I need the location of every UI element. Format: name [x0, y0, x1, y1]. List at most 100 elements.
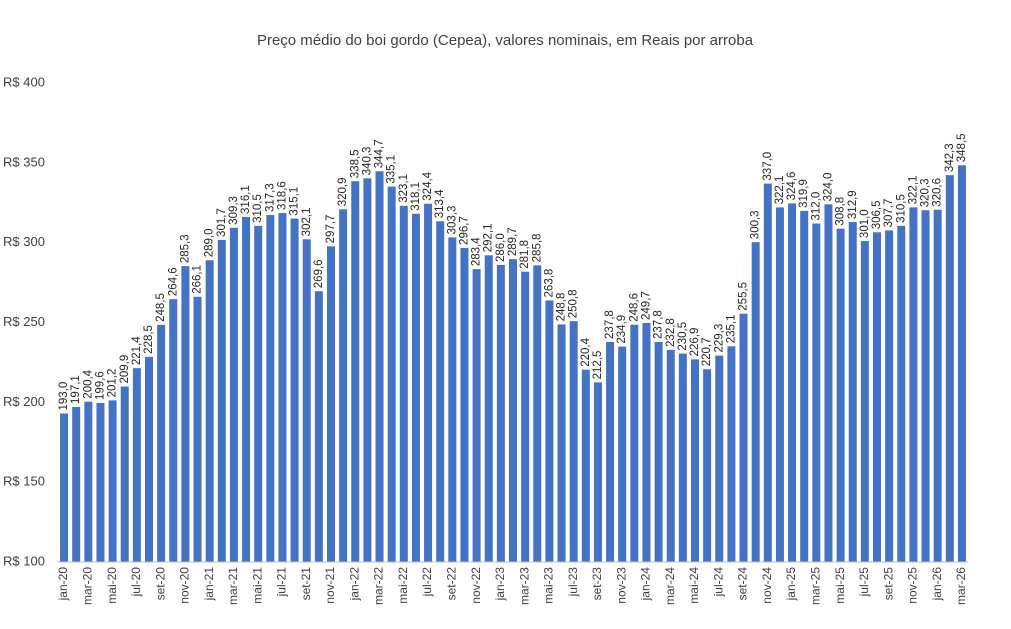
bar [848, 222, 857, 562]
bar [411, 213, 420, 562]
y-tick-label: R$ 300 [3, 234, 45, 249]
x-tick-label: nov-20 [178, 567, 192, 604]
bar [703, 369, 712, 562]
value-label: 229,3 [713, 324, 725, 353]
bar [472, 269, 481, 562]
x-tick-label: mar-23 [517, 567, 531, 605]
bar [387, 186, 396, 563]
x-tick-label: jul-25 [857, 567, 871, 598]
bar [788, 203, 797, 562]
value-label: 296,7 [458, 216, 470, 245]
value-label: 228,5 [143, 325, 155, 354]
x-tick-label: nov-23 [614, 567, 628, 604]
bar [593, 382, 602, 562]
value-label: 301,0 [859, 209, 871, 238]
value-label: 300,3 [750, 210, 762, 239]
x-tick-label: jan-22 [347, 567, 361, 602]
value-label: 335,1 [386, 155, 398, 184]
value-label: 312,9 [847, 190, 859, 219]
bar [278, 212, 287, 562]
value-label: 342,3 [944, 143, 956, 172]
bar [254, 225, 263, 562]
bar [242, 216, 251, 562]
value-label: 237,8 [653, 310, 665, 339]
y-tick-label: R$ 250 [3, 314, 45, 329]
bar [193, 296, 202, 562]
x-tick-label: jan-26 [930, 567, 944, 602]
x-tick-label: jan-20 [56, 567, 70, 602]
x-tick-label: jan-25 [784, 567, 798, 602]
bar [618, 346, 627, 562]
value-label: 309,3 [228, 196, 240, 225]
value-label: 220,7 [701, 338, 713, 367]
value-label: 283,4 [471, 237, 483, 266]
bar [424, 203, 433, 562]
bar [363, 178, 372, 563]
bar [205, 260, 214, 562]
bar [339, 209, 348, 562]
bar [933, 209, 942, 562]
value-label: 286,0 [495, 233, 507, 262]
bar [606, 341, 615, 562]
bar [351, 181, 360, 562]
bar [885, 230, 894, 563]
x-tick-label: mai-23 [542, 567, 556, 604]
bar [533, 265, 542, 562]
bar [399, 205, 408, 562]
bar [545, 300, 554, 562]
x-tick-label: set-25 [881, 567, 895, 601]
value-label: 313,4 [434, 189, 446, 218]
x-tick-label: jan-21 [202, 567, 216, 602]
x-tick-label: jul-24 [711, 567, 725, 598]
x-tick-label: jul-20 [129, 567, 143, 598]
value-label: 324,4 [422, 171, 434, 200]
value-label: 323,1 [398, 174, 410, 203]
bar [763, 183, 772, 562]
bar [521, 271, 530, 562]
bar [569, 321, 578, 562]
value-label: 235,1 [725, 315, 737, 344]
x-tick-label: set-20 [153, 567, 167, 601]
bar [108, 400, 117, 562]
x-tick-label: nov-25 [906, 567, 920, 604]
bar [484, 255, 493, 562]
x-tick-label: mai-24 [687, 567, 701, 604]
value-label: 322,1 [907, 176, 919, 205]
x-tick-label: jul-22 [420, 567, 434, 598]
bar [557, 324, 566, 562]
value-label: 306,5 [871, 201, 883, 230]
value-label: 318,6 [276, 181, 288, 210]
bar [909, 207, 918, 562]
x-tick-label: mai-22 [396, 567, 410, 604]
value-label: 289,7 [507, 227, 519, 256]
bar [448, 237, 457, 563]
x-tick-label: nov-24 [760, 567, 774, 604]
bar [897, 225, 906, 562]
value-label: 263,8 [543, 269, 555, 298]
bar [581, 369, 590, 562]
x-tick-label: mai-21 [250, 567, 264, 604]
x-tick-label: set-23 [590, 567, 604, 601]
value-label: 302,1 [301, 208, 313, 237]
bar [836, 228, 845, 562]
x-tick-label: mai-20 [105, 567, 119, 604]
x-tick-label: jul-21 [275, 567, 289, 598]
x-tick-label: jul-23 [566, 567, 580, 598]
value-label: 318,1 [410, 182, 422, 211]
value-label: 340,3 [361, 147, 373, 176]
bar [60, 413, 69, 562]
value-label: 316,1 [240, 185, 252, 214]
bar [921, 210, 930, 562]
bar [290, 218, 299, 562]
value-label: 269,6 [313, 259, 325, 288]
value-label: 324,6 [786, 172, 798, 201]
value-label: 193,0 [58, 382, 70, 411]
y-tick-label: R$ 100 [3, 553, 45, 568]
bar [72, 406, 81, 562]
value-label: 232,8 [665, 318, 677, 347]
bar [326, 246, 336, 563]
bar [630, 324, 639, 562]
bar [132, 368, 141, 562]
bar [666, 349, 675, 562]
bar [84, 401, 93, 562]
